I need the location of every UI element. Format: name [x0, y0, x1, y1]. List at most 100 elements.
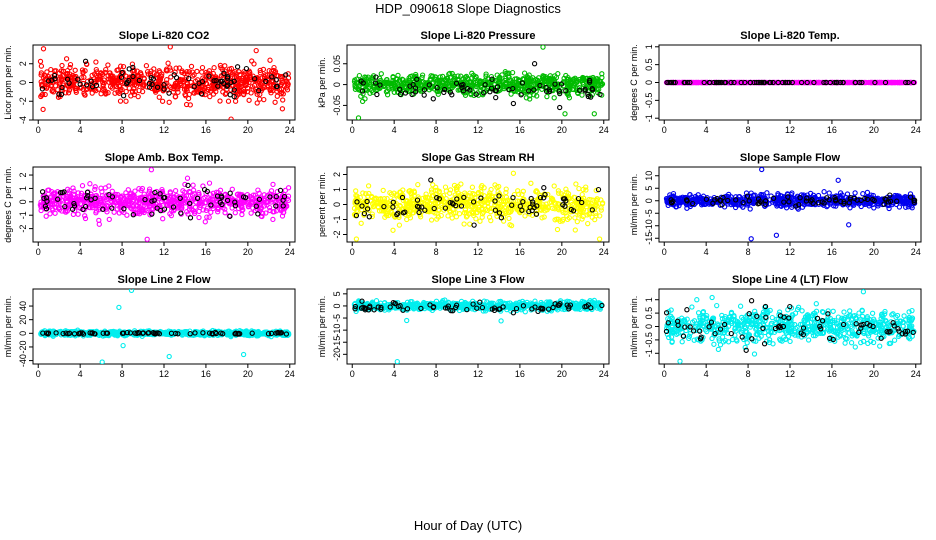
data-point-highlight	[589, 207, 595, 213]
x-tick-label: 4	[704, 247, 709, 257]
data-point-highlight	[481, 90, 487, 96]
data-point	[255, 187, 261, 193]
data-point-highlight	[221, 70, 227, 76]
data-point	[388, 209, 394, 215]
data-point	[272, 68, 279, 75]
data-point	[572, 215, 578, 221]
data-point-highlight	[161, 86, 167, 92]
x-tick-label: 8	[434, 125, 439, 135]
data-point-highlight	[770, 195, 777, 201]
data-point	[864, 189, 871, 196]
data-point	[159, 198, 165, 205]
data-point	[557, 218, 563, 224]
data-point-highlight	[273, 203, 279, 209]
panel-title: Slope Li-820 CO2	[119, 30, 209, 42]
data-point-highlight	[782, 79, 789, 86]
data-point	[251, 61, 257, 67]
data-point	[254, 100, 260, 106]
data-point-highlight	[563, 88, 569, 94]
data-point	[279, 106, 286, 112]
data-point-highlight	[840, 79, 846, 86]
data-point	[362, 74, 368, 80]
data-point	[157, 78, 163, 84]
data-point	[263, 210, 269, 216]
data-point-highlight	[804, 79, 810, 86]
points-group	[38, 289, 292, 364]
data-point-highlight	[281, 193, 288, 200]
data-point-highlight	[51, 72, 58, 79]
data-point-highlight	[118, 74, 125, 80]
data-point	[467, 221, 473, 227]
data-point	[400, 192, 406, 198]
data-point-highlight	[44, 198, 50, 204]
x-tick-label: 12	[785, 125, 795, 135]
data-point	[429, 74, 436, 80]
data-point	[112, 90, 118, 96]
data-point	[384, 92, 391, 98]
data-point	[120, 63, 127, 70]
data-point	[540, 73, 546, 79]
data-point-highlight	[80, 206, 86, 213]
data-point	[481, 199, 488, 205]
data-point	[533, 188, 540, 194]
data-point-highlight	[374, 91, 380, 98]
data-point-highlight	[431, 205, 437, 212]
data-point	[141, 194, 148, 200]
data-point	[351, 78, 358, 85]
data-point	[129, 89, 136, 95]
data-point-highlight	[397, 91, 404, 98]
data-point-highlight	[819, 199, 825, 205]
data-point	[128, 190, 134, 196]
data-point	[136, 211, 143, 217]
data-point	[360, 190, 366, 196]
data-point-highlight	[753, 79, 760, 86]
data-point	[184, 175, 191, 181]
data-point	[225, 98, 232, 104]
data-point	[406, 204, 412, 210]
y-tick-label: 0	[644, 80, 654, 85]
data-point	[358, 93, 364, 99]
data-point	[488, 205, 494, 212]
data-point	[82, 68, 88, 74]
data-point	[98, 185, 104, 191]
data-point	[700, 201, 706, 207]
data-point	[464, 213, 470, 219]
data-point	[75, 211, 81, 217]
data-point-highlight	[493, 87, 499, 94]
points-group	[663, 79, 918, 86]
data-point	[559, 218, 566, 224]
data-point	[129, 61, 136, 67]
data-point	[43, 213, 49, 219]
data-point-highlight	[793, 203, 799, 209]
data-point	[267, 87, 273, 94]
x-tick-label: 12	[473, 247, 483, 257]
data-point	[573, 181, 579, 187]
data-point	[249, 84, 255, 90]
data-point	[498, 199, 505, 205]
data-point	[494, 184, 500, 190]
data-point-highlight	[421, 87, 428, 93]
y-tick-label: -2	[332, 230, 342, 238]
data-point	[200, 195, 207, 201]
x-tick-label: 16	[827, 247, 837, 257]
data-point	[831, 203, 837, 209]
data-point-highlight	[171, 72, 177, 78]
data-point	[101, 86, 107, 92]
data-point	[584, 200, 590, 206]
points-group	[37, 167, 292, 242]
data-point-highlight	[166, 90, 172, 96]
data-point-highlight	[121, 206, 127, 212]
data-point	[54, 189, 61, 195]
data-point	[89, 72, 95, 79]
data-point	[555, 71, 561, 77]
x-tick-label: 12	[159, 125, 169, 135]
data-point	[527, 198, 533, 204]
data-point	[56, 70, 62, 76]
data-point	[394, 191, 400, 197]
data-point	[123, 98, 129, 104]
data-point	[78, 84, 85, 91]
data-point-highlight	[126, 66, 132, 72]
x-tick-label: 8	[120, 247, 125, 257]
data-point	[385, 84, 391, 90]
